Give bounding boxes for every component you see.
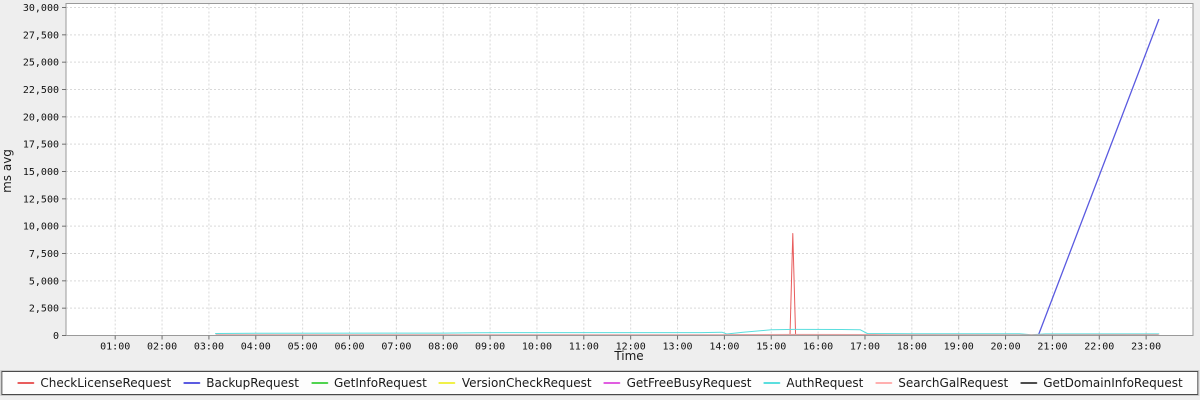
legend-label: GetDomainInfoRequest (1043, 376, 1183, 390)
x-tick-label: 14:00 (709, 342, 739, 353)
x-tick-label: 15:00 (756, 342, 786, 353)
x-tick-label: 17:00 (850, 342, 880, 353)
y-axis-title: ms avg (0, 149, 14, 193)
y-tick-label: 5,000 (29, 276, 59, 287)
legend-item-AuthRequest: AuthRequest (763, 376, 863, 390)
series-line-SearchGalRequest (215, 333, 1160, 336)
legend-label: SearchGalRequest (898, 376, 1009, 390)
legend-label: GetFreeBusyRequest (626, 376, 752, 390)
y-tick-label: 0 (53, 331, 59, 342)
x-tick-label: 22:00 (1084, 342, 1114, 353)
x-tick-label: 01:00 (100, 342, 130, 353)
legend-line-marker (1020, 382, 1038, 384)
x-tick-label: 12:00 (616, 342, 646, 353)
x-tick-label: 04:00 (241, 342, 271, 353)
plot-border (65, 3, 1194, 336)
legend-item-GetInfoRequest: GetInfoRequest (310, 376, 427, 390)
x-tick-label: 19:00 (944, 342, 974, 353)
legend-item-SearchGalRequest: SearchGalRequest (875, 376, 1008, 390)
legend-line-marker (603, 382, 621, 384)
x-tick-label: 07:00 (381, 342, 411, 353)
x-tick-label: 13:00 (662, 342, 692, 353)
y-tick-label: 7,500 (29, 249, 59, 260)
series-line-AuthRequest (215, 328, 1160, 336)
timeseries-plot: 0 2,500 5,000 7,500 10,000 12,500 15,000 17,500… (0, 3, 1194, 363)
x-tick-label: 03:00 (194, 342, 224, 353)
legend-label: GetInfoRequest (333, 376, 427, 390)
legend-label: VersionCheckRequest (461, 376, 592, 390)
x-tick-label: 02:00 (147, 342, 177, 353)
legend-item-CheckLicenseRequest: CheckLicenseRequest (17, 376, 171, 390)
legend-item-BackupRequest: BackupRequest (183, 376, 299, 390)
x-tick-label: 20:00 (991, 342, 1021, 353)
y-tick-label: 15,000 (23, 167, 59, 178)
legend-item-GetDomainInfoRequest: GetDomainInfoRequest (1020, 376, 1183, 390)
legend-label: CheckLicenseRequest (40, 376, 172, 390)
x-tick-label: 05:00 (288, 342, 318, 353)
legend-line-marker (17, 382, 35, 384)
legend: CheckLicenseRequest BackupRequest GetInfoR… (0, 370, 1200, 396)
legend-line-marker (310, 382, 328, 384)
x-tick-label: 18:00 (897, 342, 927, 353)
legend-item-GetFreeBusyRequest: GetFreeBusyRequest (603, 376, 752, 390)
y-tick-label: 12,500 (23, 194, 59, 205)
y-tick-label: 25,000 (23, 58, 59, 69)
x-tick-label: 10:00 (522, 342, 552, 353)
legend-line-marker (875, 382, 893, 384)
legend-item-VersionCheckRequest: VersionCheckRequest (438, 376, 592, 390)
x-tick-label: 23:00 (1131, 342, 1161, 353)
x-tick-label: 21:00 (1037, 342, 1067, 353)
x-tick-label: 11:00 (569, 342, 599, 353)
x-tick-label: 08:00 (428, 342, 458, 353)
x-tick-label: 16:00 (803, 342, 833, 353)
series-line-BackupRequest (1037, 18, 1160, 336)
y-tick-label: 27,500 (23, 30, 59, 41)
legend-line-marker (763, 382, 781, 384)
y-tick-label: 10,000 (23, 222, 59, 233)
x-tick-label: 06:00 (334, 342, 364, 353)
y-tick-label: 20,000 (23, 112, 59, 123)
plot-area (66, 3, 1193, 336)
legend-line-marker (183, 382, 201, 384)
y-tick-label: 30,000 (23, 3, 59, 14)
x-tick-label: 09:00 (475, 342, 505, 353)
y-tick-label: 17,500 (23, 140, 59, 151)
legend-label: BackupRequest (206, 376, 299, 390)
y-tick-label: 2,500 (29, 304, 59, 315)
legend-label: AuthRequest (786, 376, 864, 390)
x-axis-title: Time (613, 349, 643, 363)
y-tick-label: 22,500 (23, 85, 59, 96)
legend-line-marker (438, 382, 456, 384)
